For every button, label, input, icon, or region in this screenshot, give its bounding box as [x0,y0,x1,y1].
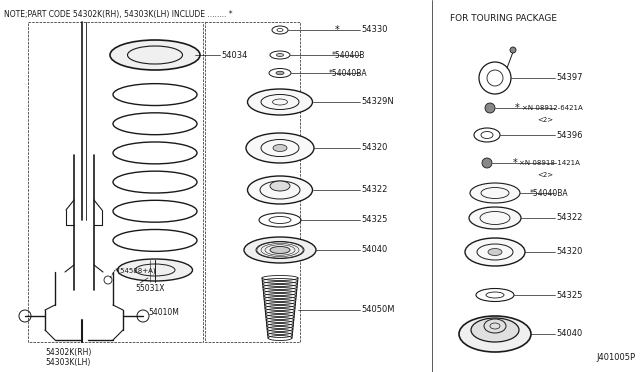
Text: *54040B: *54040B [332,51,365,60]
Text: NOTE;PART CODE 54302K(RH), 54303K(LH) INCLUDE ........ *: NOTE;PART CODE 54302K(RH), 54303K(LH) IN… [4,10,232,19]
Text: 54302K(RH): 54302K(RH) [45,348,92,357]
Ellipse shape [459,316,531,352]
Ellipse shape [110,40,200,70]
Text: 54040: 54040 [556,330,582,339]
Text: FOR TOURING PACKAGE: FOR TOURING PACKAGE [450,14,557,23]
Ellipse shape [118,259,193,281]
Ellipse shape [273,144,287,151]
Text: ×N 08912-6421A: ×N 08912-6421A [522,105,583,111]
Text: 54325: 54325 [556,291,582,299]
Text: *54040BA: *54040BA [329,68,367,77]
Text: 54322: 54322 [361,186,387,195]
Circle shape [485,103,495,113]
Ellipse shape [470,183,520,203]
Ellipse shape [246,133,314,163]
Text: 54322: 54322 [556,214,582,222]
Ellipse shape [276,71,284,75]
Text: J401005P: J401005P [597,353,636,362]
Text: 54050M: 54050M [361,305,394,314]
Text: 55031X: 55031X [135,284,164,293]
Ellipse shape [465,238,525,266]
Ellipse shape [471,318,519,342]
Text: 54010M: 54010M [148,308,179,317]
Ellipse shape [270,181,290,191]
Text: *(54588+A): *(54588+A) [115,268,157,275]
Text: 54040: 54040 [361,246,387,254]
Circle shape [510,47,516,53]
Text: *54040BA: *54040BA [530,189,568,198]
Circle shape [482,158,492,168]
Text: 54034: 54034 [221,51,248,60]
Ellipse shape [244,237,316,263]
Text: 54397: 54397 [556,74,582,83]
Ellipse shape [488,248,502,256]
Ellipse shape [248,176,312,204]
Ellipse shape [270,247,290,253]
Ellipse shape [248,89,312,115]
Bar [205,22,300,342]
Text: <2>: <2> [537,117,553,123]
Bar [28,22,203,342]
Text: 54325: 54325 [361,215,387,224]
Text: 54396: 54396 [556,131,582,140]
Text: ×N 08918-1421A: ×N 08918-1421A [519,160,580,166]
Text: 54330: 54330 [361,26,387,35]
Text: *: * [515,103,520,113]
Text: 54320: 54320 [556,247,582,257]
Text: 54320: 54320 [361,144,387,153]
Text: *: * [335,25,340,35]
Ellipse shape [469,207,521,229]
Text: 54329N: 54329N [361,97,394,106]
Text: 54303K(LH): 54303K(LH) [45,358,90,367]
Ellipse shape [276,54,284,57]
Text: *: * [513,158,518,168]
Text: <2>: <2> [537,172,553,178]
